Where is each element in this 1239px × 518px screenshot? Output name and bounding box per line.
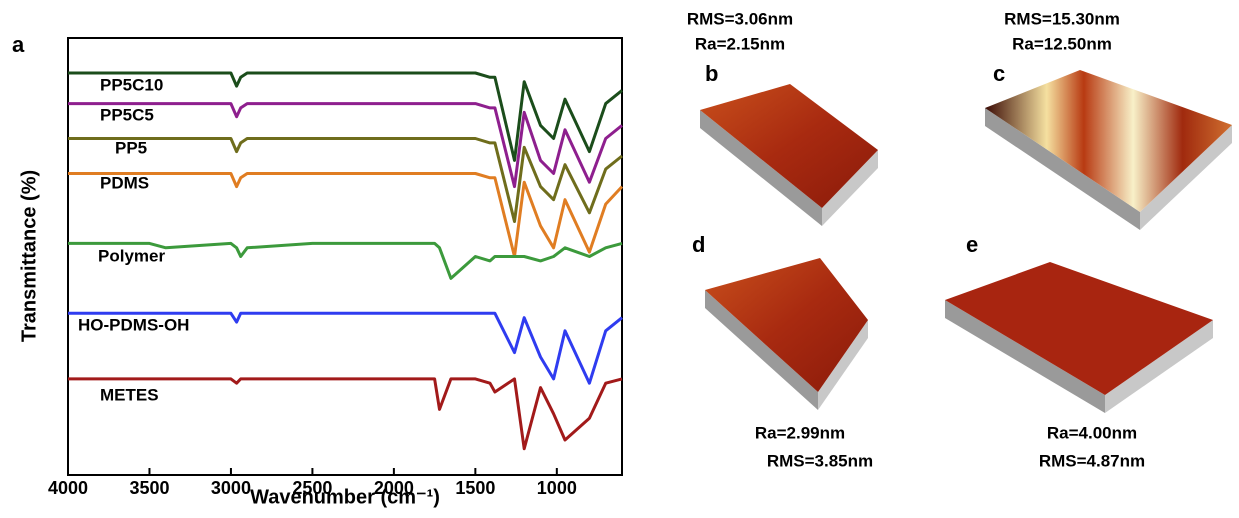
afm-side xyxy=(1105,320,1213,413)
panel-label: b xyxy=(705,61,718,86)
x-tick-label: 2500 xyxy=(292,478,332,498)
x-tick-label: 4000 xyxy=(48,478,88,498)
series-label: Polymer xyxy=(98,246,165,265)
x-tick-label: 1000 xyxy=(537,478,577,498)
roughness-label: Ra=2.15nm xyxy=(695,34,785,53)
roughness-label: RMS=3.06nm xyxy=(687,9,793,28)
spectrum-line xyxy=(68,377,623,451)
afm-surface xyxy=(945,262,1213,395)
afm-side xyxy=(822,150,878,226)
series-label: PP5C5 xyxy=(100,105,154,124)
roughness-label: RMS=4.87nm xyxy=(1039,451,1145,470)
roughness-label: RMS=15.30nm xyxy=(1004,9,1120,28)
y-axis-title: Transmittance (%) xyxy=(18,170,40,342)
x-tick-label: 3000 xyxy=(211,478,251,498)
panel-label: d xyxy=(692,232,705,257)
afm-surface xyxy=(700,84,878,208)
afm-side xyxy=(700,110,822,226)
afm-surface xyxy=(705,258,868,392)
series-label: METES xyxy=(100,385,159,404)
afm-side xyxy=(1140,125,1232,230)
spectrum-line xyxy=(68,241,623,280)
series-label: PP5 xyxy=(115,138,147,157)
spectrum-line xyxy=(68,102,623,189)
roughness-label: Ra=12.50nm xyxy=(1012,34,1112,53)
x-tick-label: 2000 xyxy=(374,478,414,498)
x-axis-title: Wavenumber (cm⁻¹) xyxy=(250,486,440,508)
series-label: HO-PDMS-OH xyxy=(78,315,189,334)
afm-side xyxy=(985,108,1140,230)
afm-side xyxy=(945,300,1105,413)
afm-side xyxy=(818,320,868,410)
roughness-label: Ra=2.99nm xyxy=(755,423,845,442)
spectrum-line xyxy=(68,137,623,223)
panel-label: e xyxy=(966,232,978,257)
series-label: PP5C10 xyxy=(100,75,163,94)
spectrum-line xyxy=(68,71,623,162)
panel-label: c xyxy=(993,61,1005,86)
spectrum-line xyxy=(68,172,624,258)
roughness-label: RMS=3.85nm xyxy=(767,451,873,470)
panel-label: a xyxy=(12,32,25,57)
x-tick-label: 1500 xyxy=(455,478,495,498)
series-label: PDMS xyxy=(100,173,149,192)
spectrum-line xyxy=(68,311,623,385)
afm-surface xyxy=(985,70,1232,212)
roughness-label: Ra=4.00nm xyxy=(1047,423,1137,442)
plot-frame xyxy=(67,37,623,476)
afm-panels: b RMS=3.06nm Ra=2.15nm c RMS=15.30nm Ra=12.50… xyxy=(687,9,1232,470)
x-tick-label: 3500 xyxy=(129,478,169,498)
afm-side xyxy=(705,290,818,410)
